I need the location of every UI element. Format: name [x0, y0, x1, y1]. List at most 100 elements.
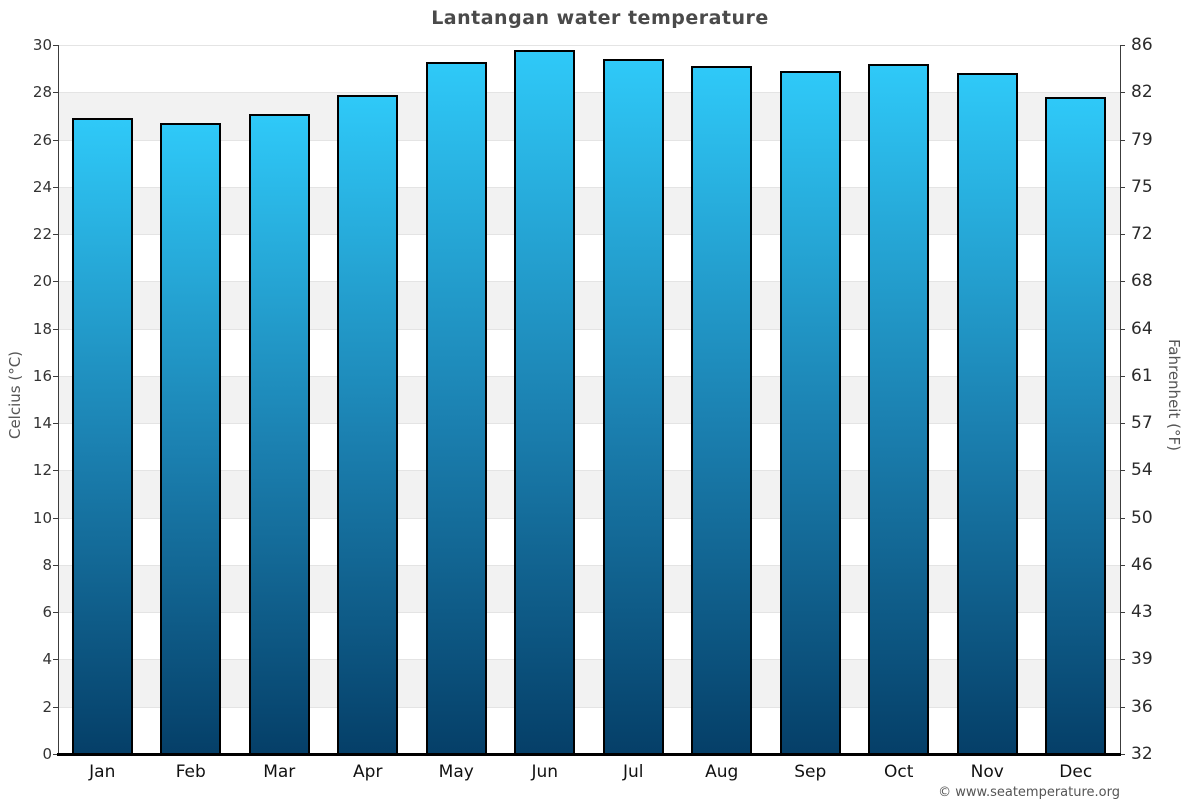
fahrenheit-tick-mark: [1120, 139, 1125, 141]
celsius-tick-mark: [53, 45, 58, 46]
celsius-tick-12: 12: [32, 461, 52, 480]
celsius-axis-line: [58, 45, 59, 755]
grid-band: [58, 612, 1120, 660]
celsius-tick-16: 16: [32, 366, 52, 385]
fahrenheit-tick-mark: [1120, 470, 1125, 472]
chart-title: Lantangan water temperature: [431, 7, 769, 29]
fahrenheit-tick-50: 50: [1131, 507, 1153, 528]
celsius-tick-26: 26: [32, 130, 52, 149]
bar-jun: [514, 49, 576, 754]
fahrenheit-tick-mark: [1120, 328, 1125, 330]
fahrenheit-tick-mark: [1120, 612, 1125, 614]
bar-nov: [956, 73, 1018, 754]
month-label-may: May: [438, 762, 474, 782]
bar-jan: [71, 118, 133, 754]
fahrenheit-tick-39: 39: [1131, 649, 1153, 670]
fahrenheit-tick-79: 79: [1131, 129, 1153, 150]
month-label-mar: Mar: [263, 762, 296, 782]
celsius-tick-mark: [53, 234, 58, 236]
month-label-aug: Aug: [705, 762, 739, 782]
grid-band: [58, 470, 1120, 518]
month-label-jan: Jan: [89, 762, 116, 782]
fahrenheit-axis-line: [1120, 45, 1121, 755]
celsius-tick-22: 22: [32, 225, 52, 244]
bar-sep: [779, 70, 841, 754]
fahrenheit-tick-54: 54: [1131, 460, 1153, 481]
celsius-tick-mark: [53, 517, 58, 519]
copyright-text: © www.seatemperature.org: [938, 785, 1120, 800]
grid-band: [58, 234, 1120, 282]
celsius-tick-18: 18: [32, 319, 52, 338]
celsius-tick-6: 6: [42, 603, 52, 622]
fahrenheit-tick-mark: [1120, 281, 1125, 283]
celsius-tick-mark: [53, 281, 58, 283]
celsius-tick-10: 10: [32, 508, 52, 527]
fahrenheit-tick-mark: [1120, 45, 1125, 46]
celsius-tick-mark: [53, 375, 58, 377]
celsius-tick-2: 2: [42, 697, 52, 716]
grid-band: [58, 659, 1120, 707]
fahrenheit-tick-mark: [1120, 234, 1125, 236]
celsius-tick-4: 4: [42, 650, 52, 669]
month-label-feb: Feb: [175, 762, 206, 782]
celsius-tick-mark: [53, 328, 58, 330]
fahrenheit-tick-mark: [1120, 517, 1125, 519]
fahrenheit-axis-title: Fahrenheit (°F): [1165, 339, 1183, 451]
fahrenheit-tick-32: 32: [1131, 744, 1153, 764]
bar-apr: [337, 94, 399, 754]
bar-may: [425, 61, 487, 754]
bar-aug: [691, 66, 753, 754]
grid-band: [58, 281, 1120, 329]
fahrenheit-tick-43: 43: [1131, 602, 1153, 623]
celsius-tick-mark: [53, 659, 58, 661]
celsius-tick-mark: [53, 612, 58, 614]
grid-band: [58, 375, 1120, 424]
fahrenheit-tick-mark: [1120, 706, 1125, 708]
month-label-apr: Apr: [353, 762, 383, 782]
month-label-sep: Sep: [794, 762, 827, 782]
celsius-tick-mark: [53, 706, 58, 708]
month-label-jun: Jun: [531, 762, 559, 782]
celsius-tick-mark: [53, 92, 58, 94]
fahrenheit-tick-61: 61: [1131, 365, 1153, 386]
celsius-tick-mark: [53, 423, 58, 425]
celsius-tick-20: 20: [32, 272, 52, 291]
bar-oct: [868, 63, 930, 754]
fahrenheit-tick-mark: [1120, 659, 1125, 661]
celsius-tick-mark: [53, 564, 58, 566]
grid-band: [58, 423, 1120, 471]
bar-dec: [1045, 96, 1107, 754]
grid-band: [58, 564, 1120, 613]
fahrenheit-tick-57: 57: [1131, 413, 1153, 434]
month-label-jul: Jul: [622, 762, 644, 782]
month-label-dec: Dec: [1059, 762, 1093, 782]
bar-feb: [160, 122, 222, 754]
fahrenheit-tick-mark: [1120, 375, 1125, 377]
celsius-tick-0: 0: [42, 745, 52, 763]
fahrenheit-tick-36: 36: [1131, 696, 1153, 717]
bar-jul: [602, 59, 664, 754]
celsius-tick-14: 14: [32, 414, 52, 433]
celsius-tick-30: 30: [32, 36, 52, 54]
fahrenheit-tick-86: 86: [1131, 35, 1153, 55]
fahrenheit-tick-64: 64: [1131, 318, 1153, 339]
grid-band: [58, 186, 1120, 235]
celsius-tick-28: 28: [32, 83, 52, 102]
grid-band: [58, 517, 1120, 565]
fahrenheit-tick-75: 75: [1131, 176, 1153, 197]
month-label-oct: Oct: [884, 762, 914, 782]
celsius-tick-24: 24: [32, 177, 52, 196]
fahrenheit-tick-68: 68: [1131, 271, 1153, 292]
grid-band: [58, 92, 1120, 140]
month-label-nov: Nov: [970, 762, 1004, 782]
fahrenheit-tick-82: 82: [1131, 82, 1153, 103]
fahrenheit-tick-mark: [1120, 754, 1125, 755]
grid-band: [58, 706, 1120, 754]
fahrenheit-tick-72: 72: [1131, 224, 1153, 245]
fahrenheit-tick-46: 46: [1131, 554, 1153, 575]
grid-band: [58, 328, 1120, 376]
grid-band: [58, 139, 1120, 187]
celsius-tick-8: 8: [42, 555, 52, 574]
x-axis-line: [57, 753, 1121, 756]
